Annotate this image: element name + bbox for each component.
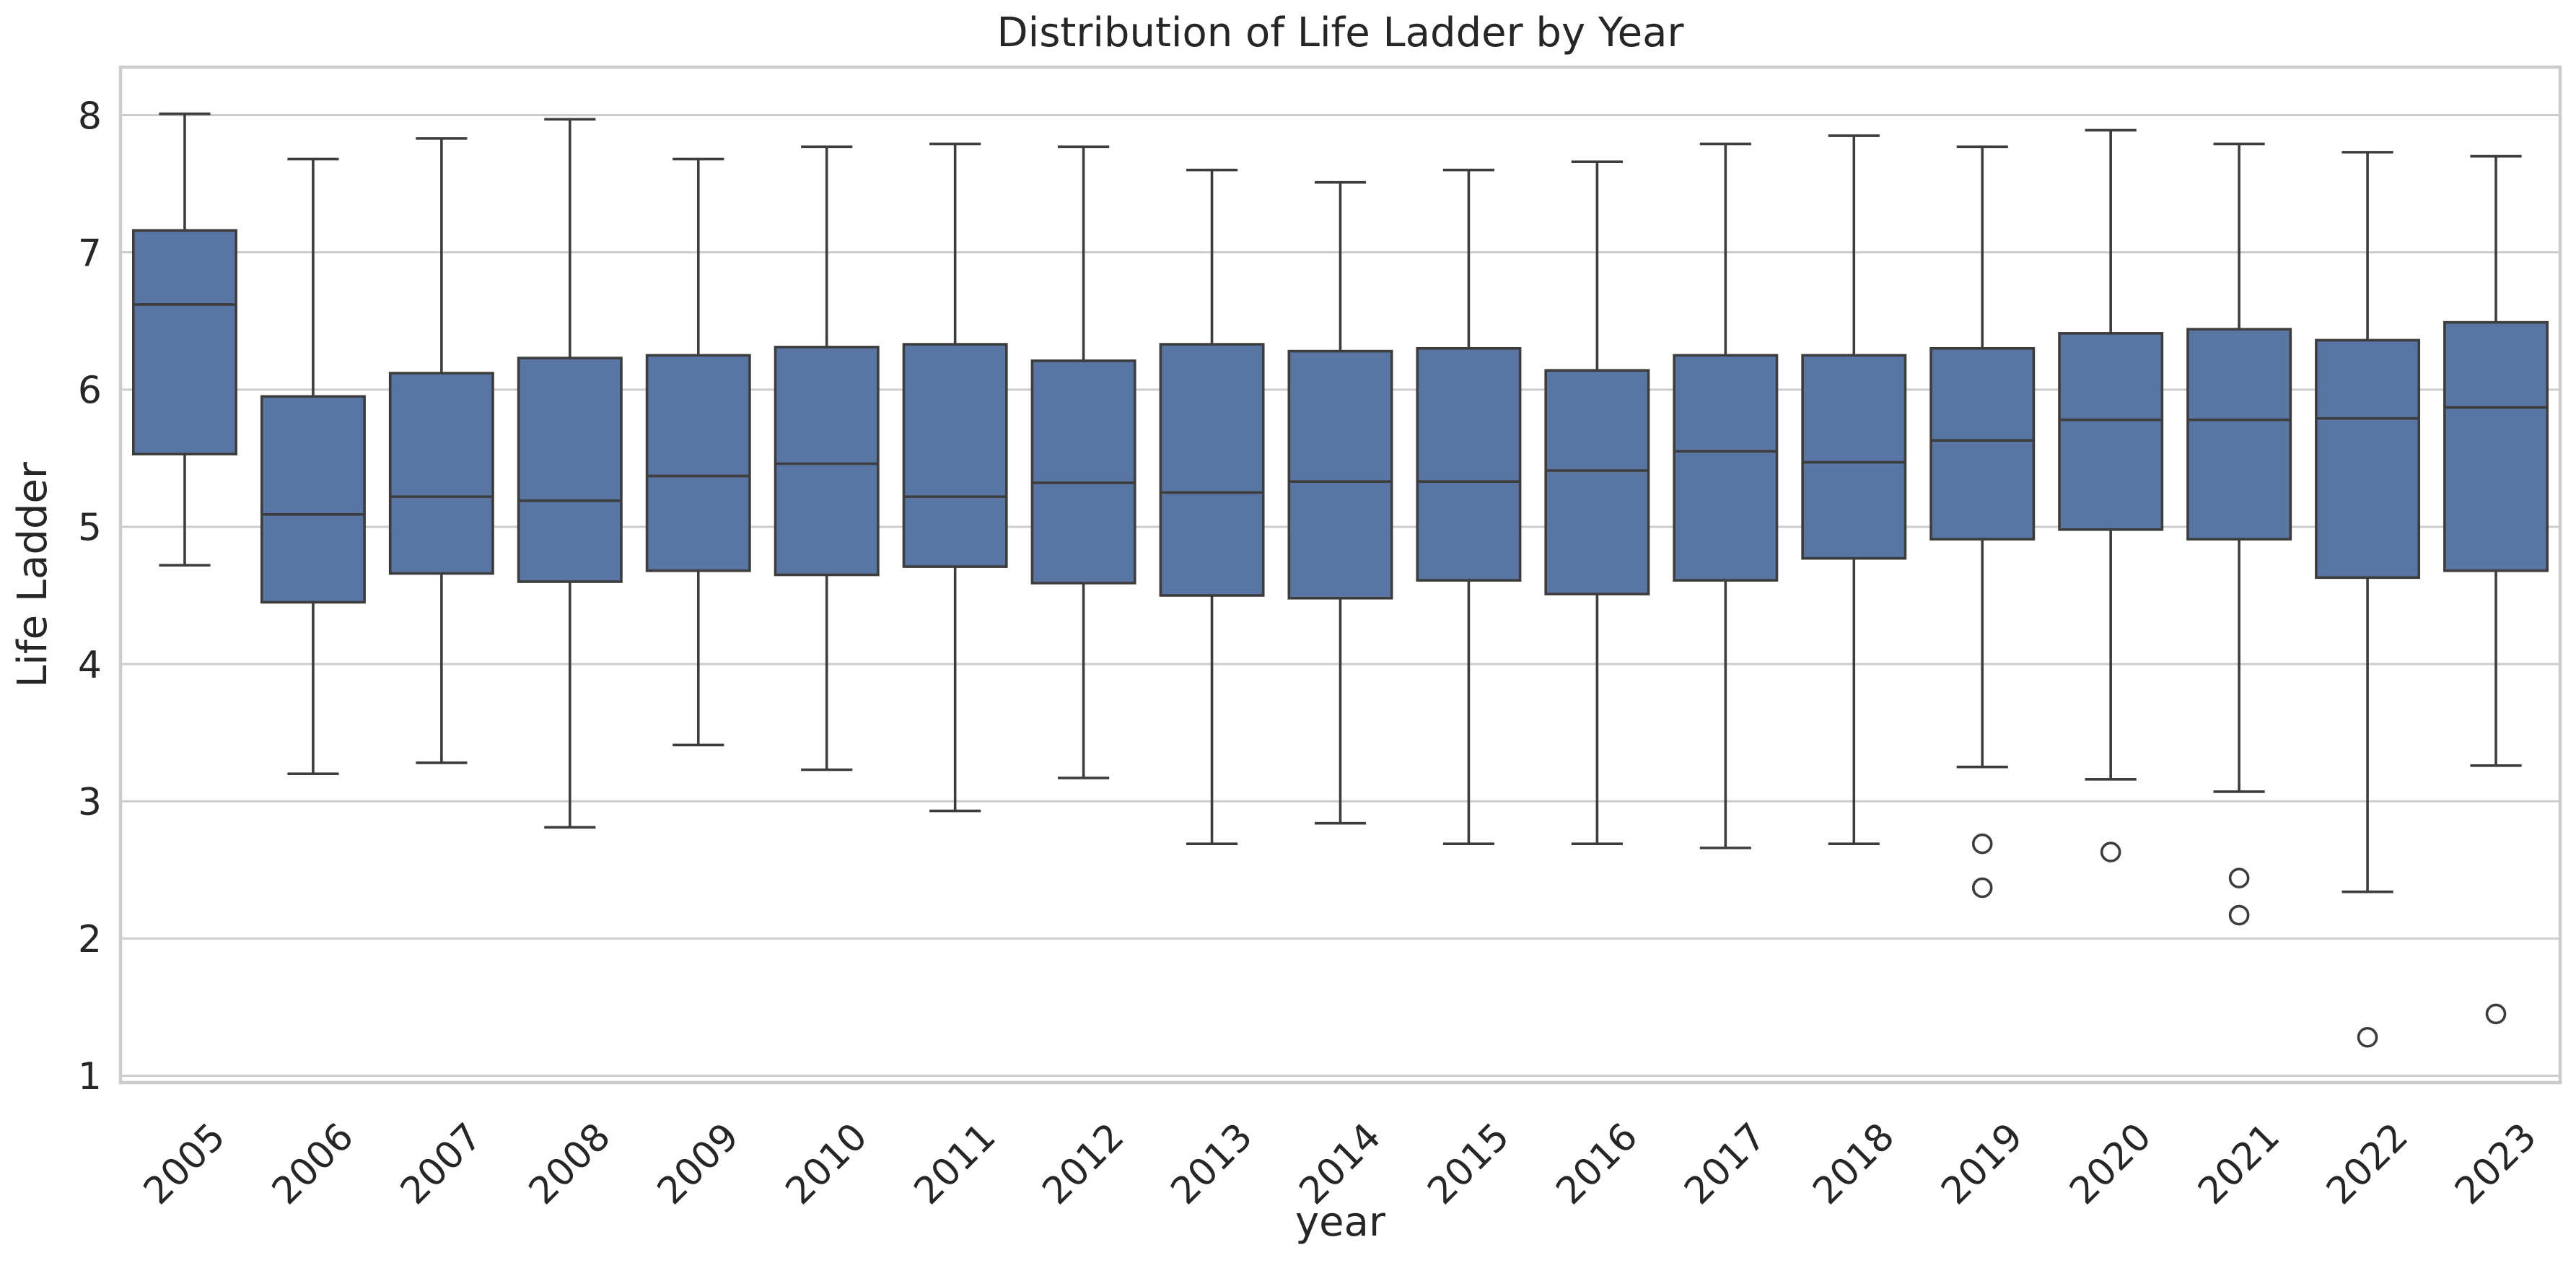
x-tick-label: 2010 (778, 1115, 876, 1213)
x-axis-label: year (1295, 1199, 1386, 1246)
y-tick-label: 8 (78, 95, 102, 138)
iqr-box (1030, 359, 1136, 585)
y-tick-label: 5 (78, 507, 102, 550)
x-tick-label: 2013 (1163, 1115, 1261, 1213)
iqr-box (388, 372, 494, 575)
box-2007 (388, 137, 494, 764)
iqr-box (2315, 338, 2421, 580)
box-2022 (2315, 151, 2421, 1048)
y-tick-label: 1 (78, 1055, 102, 1098)
x-tick-label: 2023 (2447, 1115, 2545, 1213)
x-tick-label: 2006 (264, 1115, 362, 1213)
outlier-point (2357, 1026, 2378, 1048)
x-tick-label: 2011 (906, 1115, 1004, 1213)
iqr-box (2443, 320, 2549, 572)
iqr-box (1544, 369, 1650, 595)
box-2017 (1673, 142, 1779, 849)
outlier-point (2228, 904, 2250, 926)
x-tick-label: 2018 (1805, 1115, 1903, 1213)
iqr-box (645, 354, 751, 572)
iqr-box (2058, 332, 2164, 531)
y-tick-label: 3 (78, 781, 102, 824)
box-2008 (517, 118, 623, 829)
x-tick-label: 2005 (136, 1115, 234, 1213)
iqr-box (260, 395, 366, 604)
iqr-box (1416, 346, 1522, 582)
iqr-box (902, 343, 1008, 568)
box-2012 (1030, 145, 1136, 779)
iqr-box (517, 357, 623, 583)
outlier-point (1971, 877, 1993, 899)
box-2011 (902, 142, 1008, 813)
iqr-box (1929, 346, 2036, 541)
iqr-box (1287, 349, 1393, 600)
y-tick-label: 7 (78, 232, 102, 275)
iqr-box (1673, 354, 1779, 582)
box-2016 (1544, 160, 1650, 845)
x-tick-label: 2021 (2190, 1115, 2288, 1213)
outlier-point (2485, 1003, 2507, 1025)
x-tick-label: 2017 (1676, 1115, 1774, 1213)
box-2013 (1159, 168, 1265, 845)
iqr-box (2186, 328, 2292, 541)
outlier-point (2100, 842, 2121, 862)
box-2020 (2058, 128, 2164, 862)
box-2010 (774, 145, 880, 772)
x-tick-label: 2012 (1035, 1115, 1133, 1213)
iqr-box (774, 346, 880, 577)
y-tick-label: 4 (78, 644, 102, 687)
box-2009 (645, 157, 751, 747)
iqr-box (1801, 354, 1907, 560)
x-tick-label: 2007 (393, 1115, 491, 1213)
outlier-point (2228, 868, 2250, 888)
x-tick-label: 2022 (2318, 1115, 2417, 1213)
x-tick-label: 2015 (1419, 1115, 1517, 1213)
box-2018 (1801, 134, 1907, 845)
box-2005 (131, 112, 237, 567)
y-tick-label: 2 (78, 918, 102, 961)
x-tick-label: 2009 (649, 1115, 748, 1213)
x-tick-label: 2008 (521, 1115, 619, 1213)
box-2014 (1287, 180, 1393, 825)
iqr-box (131, 229, 237, 455)
x-tick-label: 2019 (1933, 1115, 2031, 1213)
outlier-point (1971, 833, 1993, 855)
x-tick-label: 2016 (1548, 1115, 1646, 1213)
chart-title: Distribution of Life Ladder by Year (997, 9, 1685, 56)
iqr-box (1159, 343, 1265, 597)
x-tick-label: 2020 (2062, 1115, 2160, 1213)
y-tick-label: 6 (78, 370, 102, 413)
box-2023 (2443, 154, 2549, 1025)
box-2015 (1416, 168, 1522, 845)
box-2021 (2186, 142, 2292, 926)
plot-frame (118, 65, 2562, 1085)
y-axis-label: Life Ladder (9, 461, 56, 688)
box-2006 (260, 157, 366, 775)
box-2019 (1929, 145, 2036, 899)
